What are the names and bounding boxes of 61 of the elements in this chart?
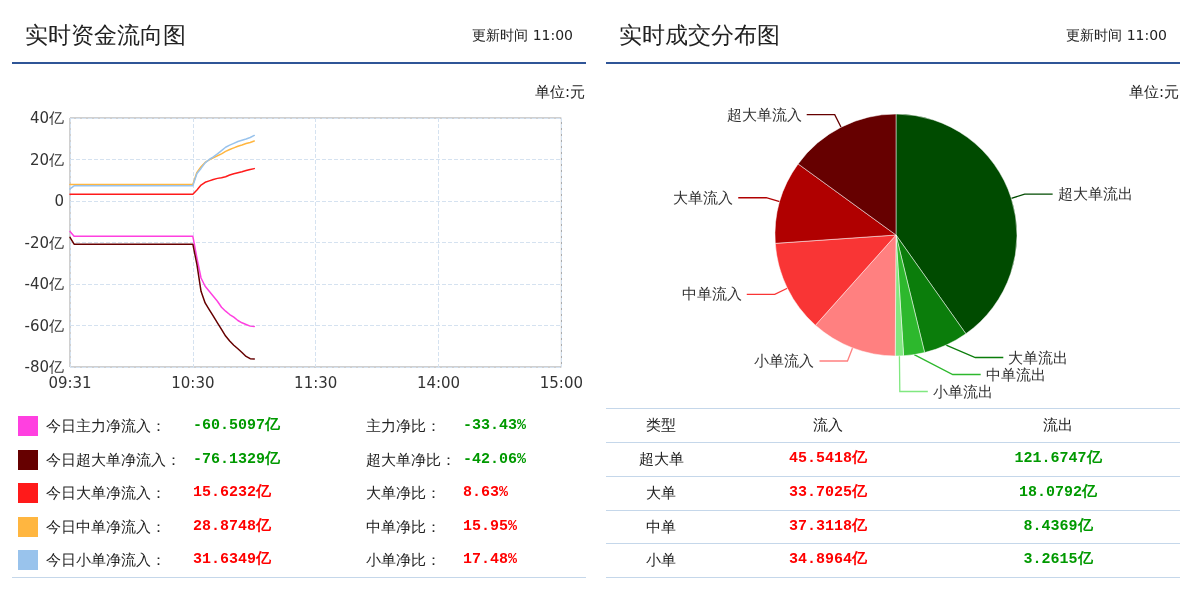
chart-title: 实时成交分布图 [619,21,780,50]
slice-label: 中单流出 [985,365,1046,384]
text: 小单净比： [366,551,441,569]
y-tick-label: -60亿 [24,316,64,335]
text: 45.5418亿 [788,450,868,468]
slice-label: 中单流入 [681,285,742,304]
legend-label: 今日中单净流入： [46,517,166,536]
y-tick-label: -40亿 [24,275,64,293]
text: 更新时间 11:00 [1066,26,1167,44]
text: 34.8964亿 [788,551,868,569]
text: 3.2615亿 [1023,551,1093,569]
x-tick-label: 09:31 [48,373,92,392]
text: 121.6747亿 [1014,450,1102,468]
y-tick-label: -80亿 [24,358,64,376]
y-tick-label: -20亿 [24,233,64,252]
text: 大单 [646,484,676,502]
text: 小单 [646,551,676,569]
legend-label: 今日主力净流入： [46,417,166,435]
y-tick-label: 40亿 [29,109,64,127]
legend-label: 今日超大单净流入： [46,450,181,469]
y-tick-label: 0 [54,192,64,210]
text: 流出 [1043,416,1073,434]
text: 33.7025亿 [788,484,868,502]
text: 类型 [646,416,676,434]
x-tick-label: 10:30 [171,373,215,392]
text: 8.63% [463,484,509,502]
slice-label: 小单流出 [932,382,993,401]
x-tick-label: 11:30 [294,373,338,392]
slice-label: 超大单流入 [726,105,802,124]
text: -42.06% [463,450,527,469]
text: 主力净比： [366,417,441,435]
text: 流入 [813,416,843,434]
slice-label: 大单流出 [1008,348,1069,367]
text: 单位:元 [534,83,585,101]
text: 15.6232亿 [193,484,272,502]
text: 8.4369亿 [1023,517,1093,536]
chart-title: 实时资金流向图 [25,21,186,50]
slice-label: 大单流入 [673,188,734,207]
text: 大单净比： [366,484,441,502]
text: 中单净比： [366,517,441,536]
legend-label: 今日大单净流入： [46,484,166,502]
text: 单位:元 [1128,83,1179,101]
y-tick-label: 20亿 [29,150,64,169]
text: -76.1329亿 [193,450,281,469]
text: 37.3118亿 [788,517,868,536]
text: 28.8748亿 [193,517,272,536]
text: 17.48% [463,551,518,569]
text: 中单 [646,517,676,536]
slice-label: 超大单流出 [1057,185,1133,204]
text: 更新时间 11:00 [472,26,573,44]
text: 31.6349亿 [193,551,272,569]
text: 15.95% [463,517,518,536]
x-tick-label: 14:00 [416,373,461,392]
text: -60.5097亿 [193,417,281,435]
text: 超大单净比： [366,450,456,469]
legend-label: 今日小单净流入： [46,551,166,569]
text: 18.0792亿 [1018,484,1098,502]
slice-label: 小单流入 [754,351,815,370]
text: -33.43% [463,417,527,435]
text: 超大单 [638,450,684,468]
x-tick-label: 15:00 [539,373,583,392]
